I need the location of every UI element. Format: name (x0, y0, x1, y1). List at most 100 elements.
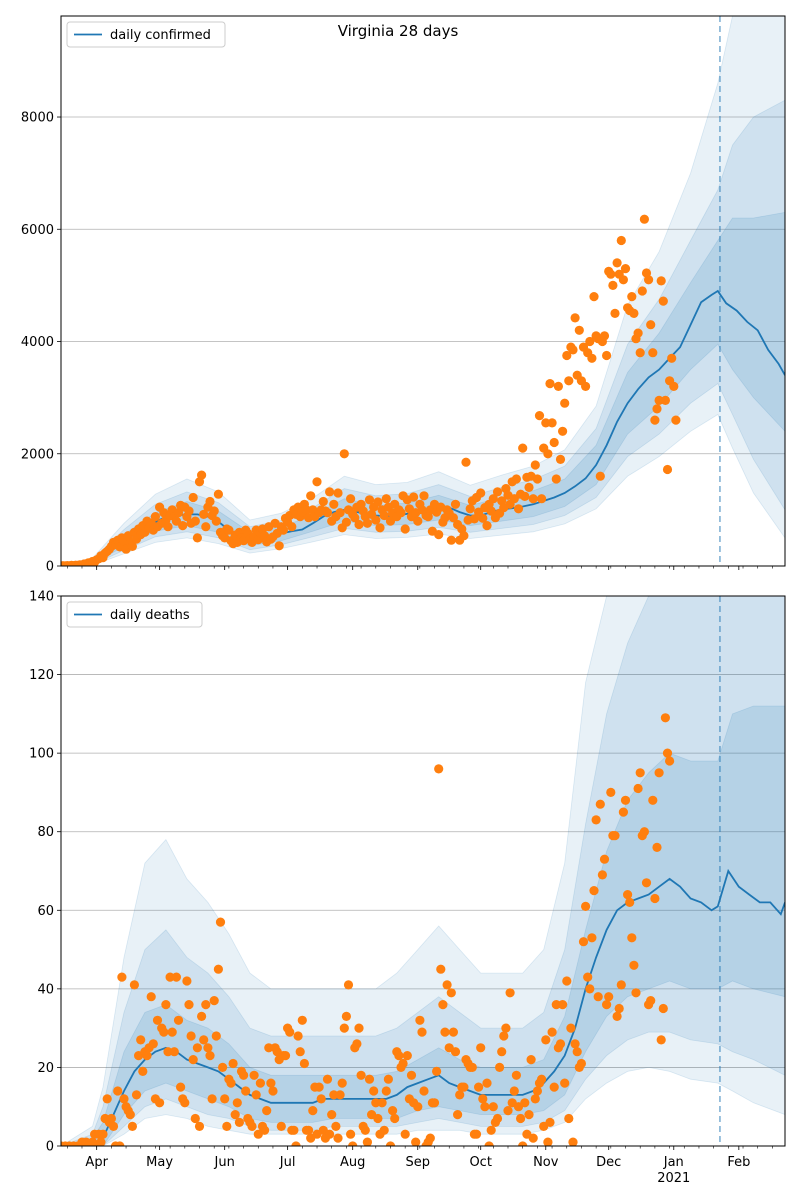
band-95-band (61, 16, 785, 566)
data-point (213, 489, 223, 499)
data-point (415, 1015, 425, 1025)
data-point (616, 980, 626, 990)
data-point (501, 1023, 511, 1033)
data-point (440, 1027, 450, 1037)
data-point (530, 1094, 540, 1104)
data-point (434, 530, 444, 540)
data-point (291, 1141, 301, 1146)
x-tick-label: Aug (340, 1155, 365, 1170)
data-point (459, 531, 469, 541)
data-point (278, 525, 288, 535)
data-point (528, 494, 538, 504)
data-point (188, 492, 198, 503)
data-point (301, 505, 312, 515)
data-point (591, 815, 601, 825)
data-point (455, 1090, 465, 1100)
data-point (474, 1082, 484, 1092)
data-point (184, 506, 194, 516)
data-point (176, 1082, 186, 1092)
data-point (461, 457, 471, 467)
data-point (492, 1113, 503, 1124)
data-point (516, 1113, 526, 1124)
data-point (572, 1047, 582, 1057)
data-point (656, 1035, 666, 1045)
data-point (637, 286, 647, 296)
data-point (215, 917, 226, 927)
data-point (180, 1098, 190, 1108)
data-point (327, 1110, 337, 1120)
data-point (570, 1039, 580, 1049)
data-point (425, 1133, 435, 1143)
data-point (113, 1086, 123, 1096)
data-point (465, 504, 475, 514)
data-point (480, 1102, 490, 1112)
data-point (293, 1031, 303, 1041)
data-point (337, 1078, 347, 1088)
data-point (497, 1047, 507, 1057)
data-point (469, 514, 479, 524)
data-point (568, 345, 578, 355)
data-point (612, 258, 622, 268)
data-point (595, 799, 605, 809)
data-point (295, 1047, 305, 1057)
data-point (199, 1035, 209, 1045)
data-point (509, 1086, 519, 1096)
data-point (411, 1137, 421, 1146)
data-point (599, 331, 610, 341)
data-point (478, 1094, 488, 1104)
data-point (106, 1113, 116, 1124)
data-point (308, 1106, 318, 1116)
data-point (205, 1051, 215, 1061)
data-point (518, 1141, 528, 1146)
data-point (394, 1051, 404, 1061)
data-point (597, 870, 608, 880)
data-point (205, 496, 215, 507)
data-point (266, 1078, 276, 1088)
data-point (562, 976, 572, 986)
data-point (459, 1082, 469, 1092)
data-point (541, 1035, 551, 1045)
data-point (364, 1074, 375, 1084)
data-point (495, 1062, 505, 1072)
data-point (551, 474, 561, 484)
data-point (276, 1121, 286, 1131)
data-point (131, 1090, 142, 1100)
data-point (532, 474, 543, 484)
data-point (654, 768, 664, 778)
data-point (201, 1000, 211, 1010)
data-point (203, 1043, 213, 1053)
data-point (612, 1011, 622, 1022)
data-point (641, 878, 652, 888)
data-point (335, 508, 345, 518)
data-point (633, 328, 643, 338)
data-point (381, 494, 391, 504)
data-point (488, 494, 498, 504)
data-point (173, 508, 184, 518)
data-point (182, 976, 192, 986)
data-point (526, 1055, 536, 1065)
data-point (371, 515, 381, 525)
y-tick-label: 2000 (21, 447, 54, 462)
data-point (402, 1051, 412, 1061)
data-point (209, 996, 219, 1006)
data-point (667, 353, 677, 363)
data-point (314, 1082, 324, 1092)
data-point (614, 1003, 624, 1014)
data-point (618, 275, 629, 285)
data-point (524, 482, 534, 492)
data-point (570, 313, 580, 323)
data-point (201, 522, 211, 532)
data-point (545, 379, 555, 389)
y-tick-label: 40 (37, 982, 54, 997)
data-point (333, 488, 343, 498)
data-point (178, 521, 188, 531)
data-point (163, 1047, 173, 1057)
data-point (329, 499, 339, 509)
data-point (450, 499, 461, 509)
data-point (532, 1086, 543, 1096)
data-point (289, 1125, 299, 1135)
data-point (524, 1110, 534, 1120)
data-point (228, 1058, 238, 1069)
data-point (329, 1090, 339, 1100)
data-point (541, 418, 551, 428)
